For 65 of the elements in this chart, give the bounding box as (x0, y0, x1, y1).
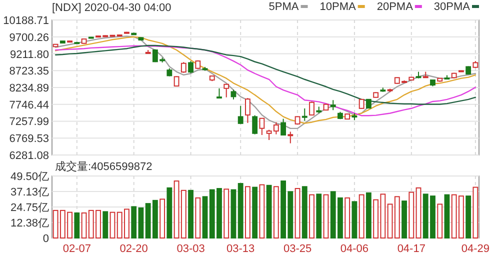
y-tick-label: 9211.80 (10, 48, 49, 61)
x-tick-label: 04-06 (340, 243, 369, 255)
line-series (54, 44, 476, 105)
candlestick (259, 118, 265, 136)
bar (202, 196, 208, 238)
candlestick (238, 105, 244, 124)
bar (444, 194, 450, 238)
y-tick-label: 8234.89 (9, 82, 49, 94)
bar (188, 190, 194, 238)
legend-label: 5PMA (268, 1, 300, 13)
x-tick-label: 03-03 (176, 243, 205, 255)
bar (402, 200, 407, 238)
candlestick (252, 114, 258, 135)
candlestick (188, 60, 194, 74)
x-tick-label: 03-25 (283, 243, 312, 255)
y-tick-label: 10188.71 (3, 15, 49, 27)
bar (352, 201, 358, 238)
bar (131, 206, 137, 238)
y-tick-label: 7746.44 (9, 99, 49, 112)
bar (138, 207, 144, 238)
candlestick (180, 62, 186, 74)
bar (74, 212, 80, 238)
candlestick (366, 98, 372, 109)
y-tick-label: 7257.99 (9, 116, 49, 128)
bar (102, 211, 108, 238)
x-tick-label: 04-29 (461, 243, 490, 255)
y-tick-label: 8723.35 (9, 66, 49, 78)
bar (316, 194, 322, 238)
y-tick-label: 0 (42, 233, 49, 245)
candlestick (280, 118, 286, 136)
bar (466, 196, 472, 238)
bar (302, 186, 308, 238)
candlestick (224, 83, 230, 98)
y-tick-label: 6281.08 (9, 150, 49, 162)
candlestick (174, 76, 180, 87)
bar (230, 189, 236, 238)
x-tick-label: 02-07 (62, 243, 91, 255)
bar (266, 184, 272, 238)
y-tick-label: 6769.53 (9, 133, 49, 146)
bar (166, 187, 172, 238)
candlestick (288, 131, 294, 144)
chart-title: 成交量:4056599872 (55, 160, 152, 173)
candlestick (302, 108, 308, 122)
y-tick-label: 9700.26 (9, 32, 49, 44)
x-tick-label: 02-20 (120, 243, 148, 255)
candlestick (216, 88, 222, 98)
bar (366, 192, 372, 238)
legend-label: 10PMA (320, 1, 356, 13)
x-tick-label: 03-13 (226, 243, 255, 255)
y-tick-label: 12.38亿 (10, 217, 49, 230)
bar (252, 186, 258, 238)
candlestick (358, 98, 364, 110)
chart-title: [NDX] 2020-04-30 04:00 (52, 2, 172, 14)
bar (238, 183, 244, 238)
y-tick-label: 24.75亿 (10, 202, 49, 214)
legend-label: 30PMA (434, 1, 471, 13)
candlestick (245, 98, 250, 124)
y-tick-label: 37.13亿 (10, 186, 49, 198)
x-tick-label: 04-17 (397, 243, 426, 255)
line-series (54, 45, 476, 116)
candlestick (309, 100, 314, 116)
legend-label: 20PMA (376, 1, 414, 13)
y-tick-label: 49.50亿 (10, 171, 49, 183)
candlestick (330, 100, 336, 111)
candlestick (230, 89, 236, 100)
